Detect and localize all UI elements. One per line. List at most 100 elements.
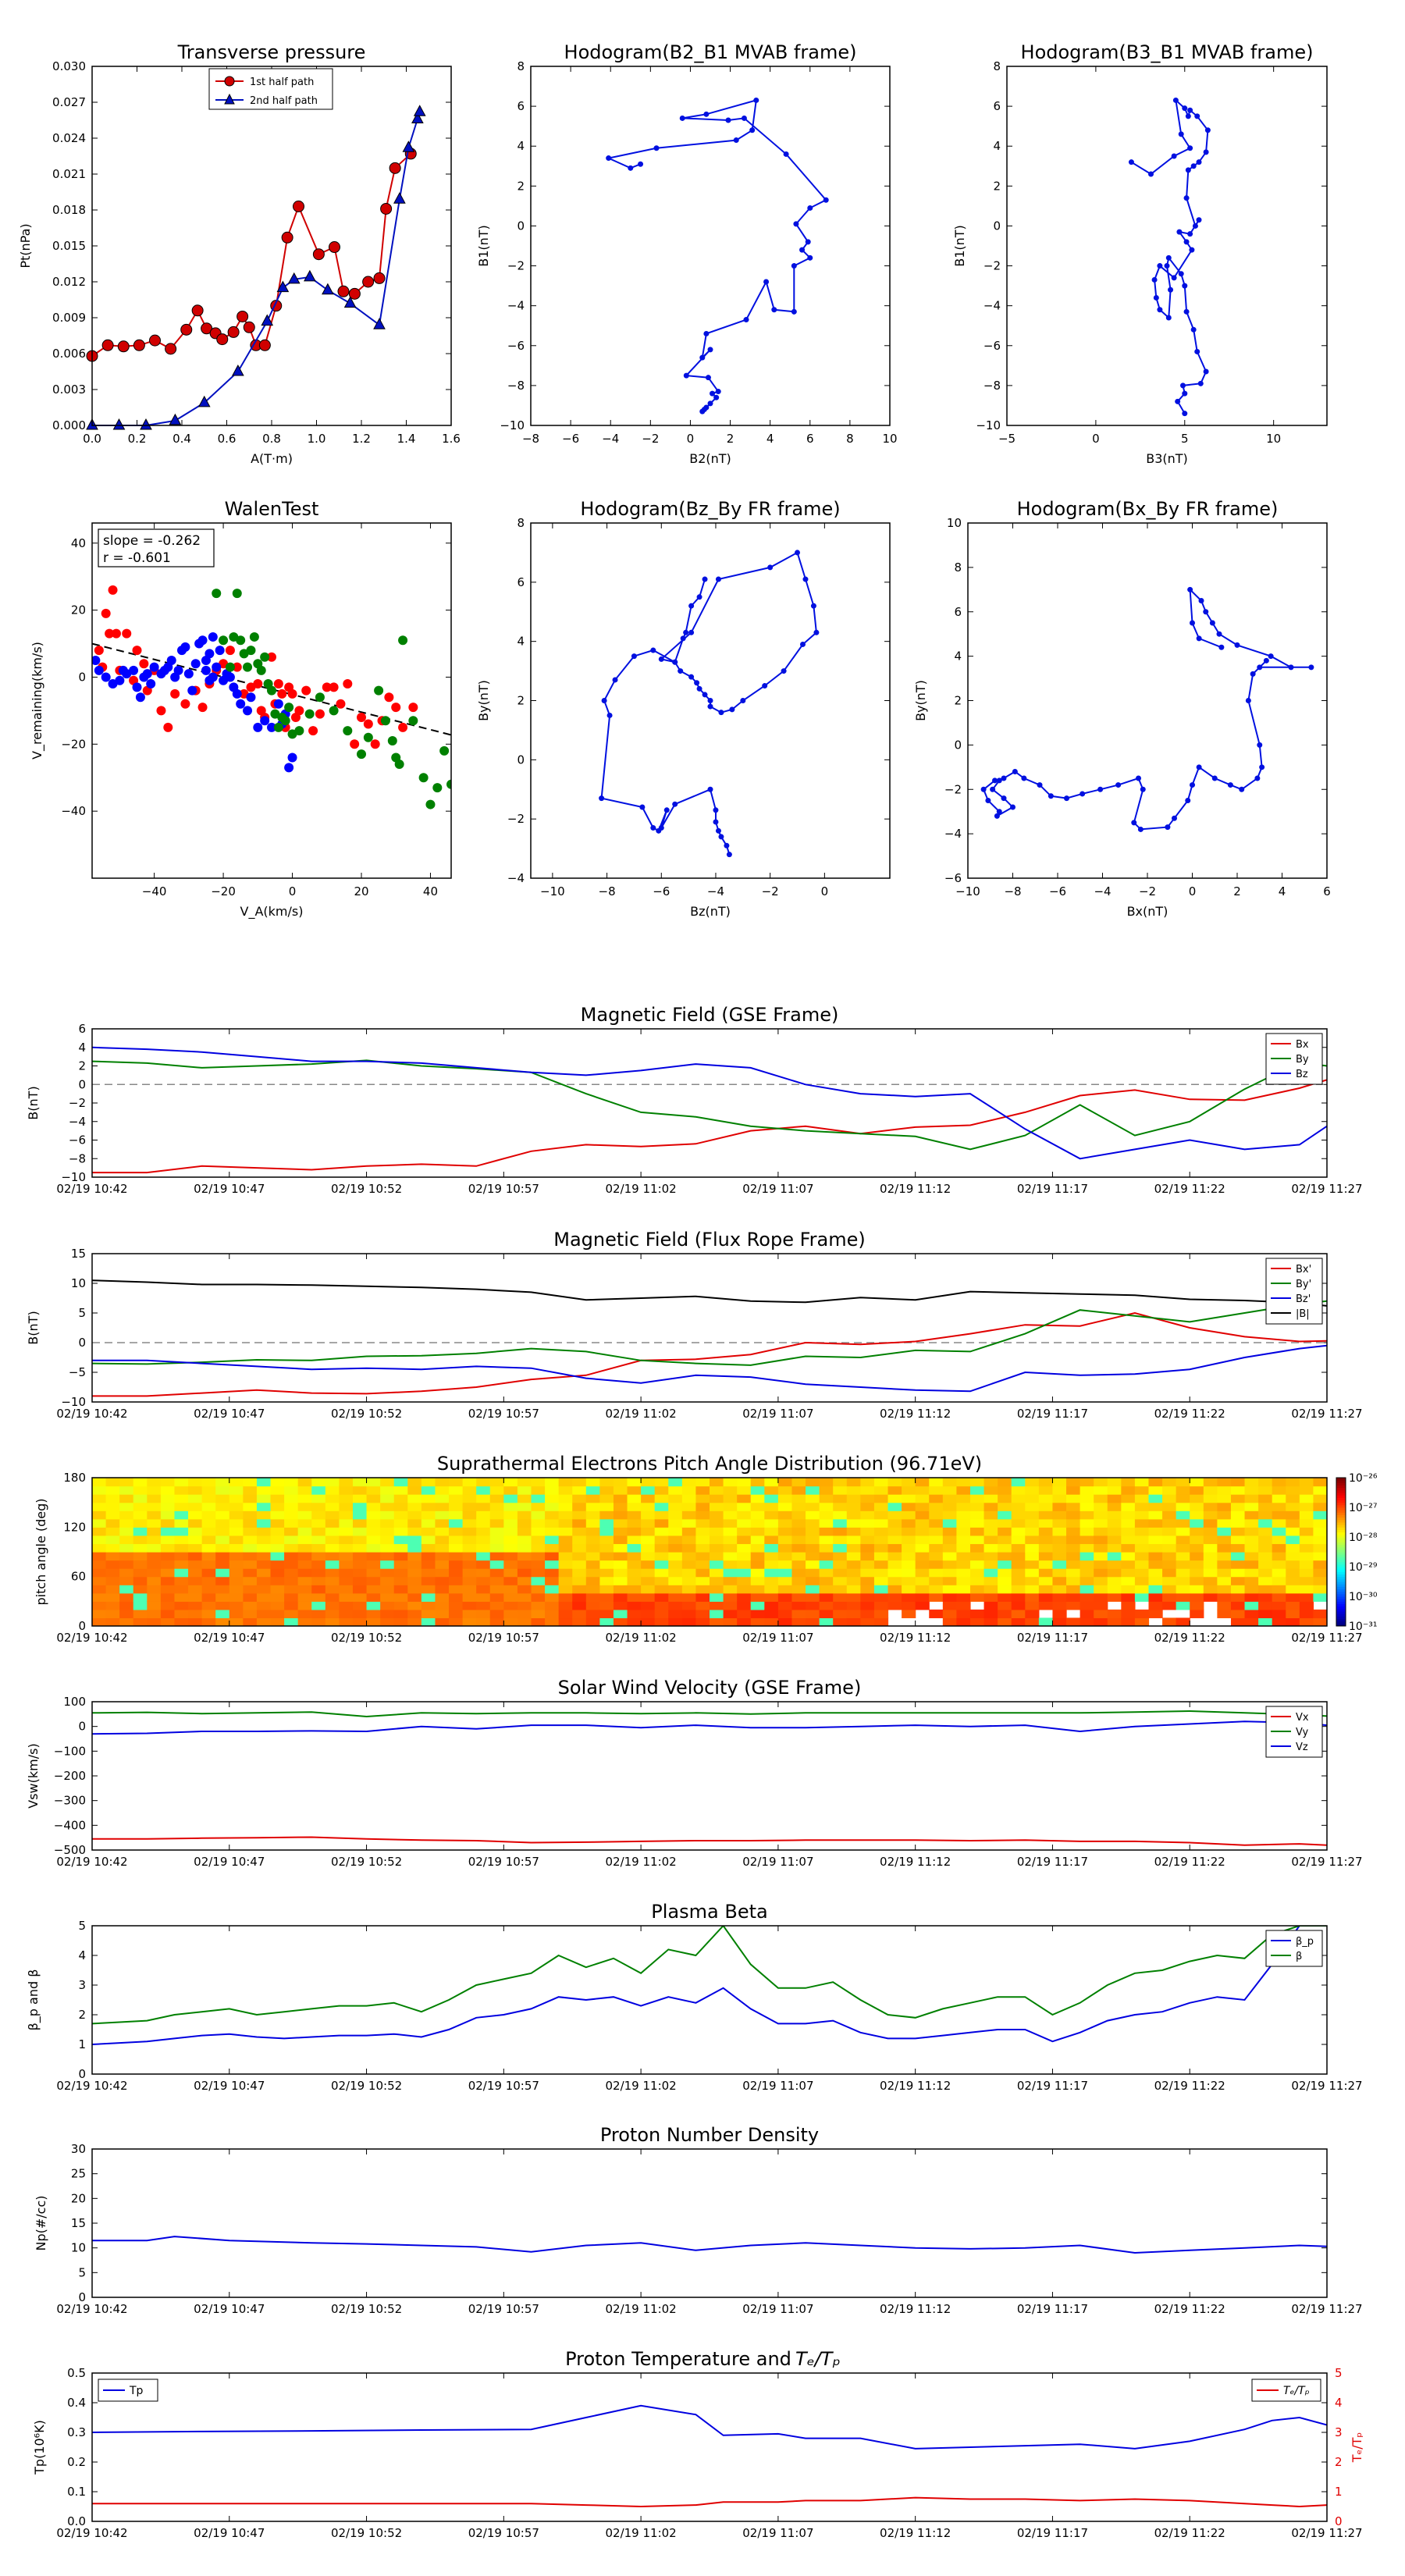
- heatmap-cell: [105, 1617, 120, 1626]
- heatmap-cell: [764, 1494, 779, 1503]
- heatmap-cell: [1011, 1510, 1026, 1520]
- data-point: [650, 825, 656, 831]
- heatmap-cell: [380, 1552, 395, 1561]
- x-tick-label: 0.0: [83, 432, 101, 446]
- heatmap-cell: [887, 1592, 902, 1602]
- data-point: [707, 347, 713, 353]
- heatmap-cell: [1148, 1568, 1163, 1578]
- heatmap-cell: [188, 1560, 203, 1569]
- heatmap-cell: [873, 1568, 889, 1578]
- heatmap-cell: [1080, 1585, 1094, 1594]
- heatmap-cell: [860, 1494, 875, 1503]
- heatmap-cell: [846, 1502, 861, 1511]
- heatmap-cell: [984, 1568, 998, 1578]
- heatmap-cell: [1011, 1576, 1026, 1585]
- heatmap-cell: [710, 1518, 724, 1528]
- heatmap-cell: [297, 1485, 312, 1495]
- heatmap-cell: [915, 1527, 930, 1536]
- data-point: [413, 105, 426, 116]
- heatmap-cell: [531, 1527, 546, 1536]
- colorbar-segment: [1336, 1495, 1346, 1498]
- colorbar-segment: [1336, 1497, 1346, 1500]
- heatmap-cell: [119, 1617, 134, 1626]
- heatmap-cell: [791, 1601, 806, 1610]
- heatmap-cell: [517, 1502, 532, 1511]
- heatmap-cell: [998, 1527, 1012, 1536]
- heatmap-cell: [270, 1543, 285, 1553]
- y-tick-label: −20: [61, 737, 86, 751]
- heatmap-cell: [599, 1535, 614, 1545]
- heatmap-cell: [92, 1585, 107, 1594]
- heatmap-cell: [929, 1568, 944, 1578]
- heatmap-cell: [284, 1609, 299, 1619]
- heatmap-cell: [449, 1560, 464, 1569]
- heatmap-cell: [215, 1568, 230, 1578]
- heatmap-cell: [929, 1552, 944, 1561]
- data-point: [653, 145, 660, 151]
- time-tick-label: 02/19 11:12: [880, 2526, 951, 2540]
- heatmap-cell: [558, 1601, 573, 1610]
- heatmap-cell: [929, 1502, 944, 1511]
- time-tick-label: 02/19 11:07: [742, 2079, 813, 2093]
- data-point: [191, 304, 204, 317]
- heatmap-cell: [489, 1518, 504, 1528]
- heatmap-cell: [256, 1601, 272, 1610]
- heatmap-cell: [627, 1478, 642, 1487]
- colorbar-segment: [1336, 1542, 1346, 1545]
- heatmap-cell: [1121, 1485, 1136, 1495]
- heatmap-cell: [929, 1535, 944, 1545]
- heatmap-cell: [339, 1617, 354, 1626]
- heatmap-cell: [201, 1527, 216, 1536]
- heatmap-cell: [435, 1609, 450, 1619]
- heatmap-cell: [915, 1510, 930, 1520]
- heatmap-cell: [695, 1568, 710, 1578]
- heatmap-cell: [1162, 1510, 1177, 1520]
- heatmap-cell: [489, 1543, 504, 1553]
- heatmap-cell: [956, 1502, 971, 1511]
- data-point: [402, 141, 415, 152]
- heatmap-cell: [902, 1552, 916, 1561]
- hodogram-line: [600, 551, 817, 855]
- x-tick-label: −5: [998, 432, 1016, 446]
- heatmap-cell: [1066, 1527, 1081, 1536]
- heatmap-cell: [819, 1560, 834, 1569]
- y-tick-label: 0.015: [52, 239, 86, 253]
- data-point: [688, 674, 695, 680]
- heatmap-cell: [942, 1552, 957, 1561]
- heatmap-cell: [1162, 1527, 1177, 1536]
- heatmap-cell: [737, 1543, 752, 1553]
- heatmap-cell: [764, 1527, 779, 1536]
- heatmap-cell: [833, 1592, 848, 1602]
- heatmap-cell: [572, 1502, 587, 1511]
- heatmap-cell: [860, 1535, 875, 1545]
- heatmap-cell: [737, 1535, 752, 1545]
- heatmap-cell: [1286, 1585, 1300, 1594]
- heatmap-cell: [243, 1527, 258, 1536]
- heatmap-cell: [517, 1494, 532, 1503]
- heatmap-cell: [393, 1502, 408, 1511]
- heatmap-cell: [558, 1478, 573, 1487]
- data-point: [663, 807, 670, 813]
- heatmap-cell: [1217, 1485, 1232, 1495]
- y-axis-label: B(nT): [26, 1086, 41, 1119]
- heatmap-cell: [723, 1535, 738, 1545]
- heatmap-cell: [1203, 1494, 1218, 1503]
- y-tick-label: 4: [517, 139, 525, 153]
- y-tick-label: 0: [993, 219, 1001, 233]
- heatmap-cell: [393, 1478, 408, 1487]
- data-point: [762, 683, 768, 689]
- data-point: [713, 819, 719, 825]
- heatmap-cell: [270, 1601, 285, 1610]
- y-tick-label: −10: [500, 418, 525, 432]
- panel-np: Proton Number Density051015202530Np(#/cc…: [34, 2124, 1363, 2316]
- heatmap-cell: [1134, 1510, 1150, 1520]
- y-tick-label: 0.018: [52, 203, 86, 217]
- heatmap-cell: [791, 1576, 806, 1585]
- heatmap-cell: [998, 1601, 1012, 1610]
- axes-frame: [967, 522, 1328, 879]
- heatmap-cell: [1121, 1535, 1136, 1545]
- heatmap-cell: [1190, 1592, 1204, 1602]
- heatmap-cell: [641, 1601, 656, 1610]
- heatmap-cell: [1148, 1502, 1163, 1511]
- heatmap-cell: [695, 1535, 710, 1545]
